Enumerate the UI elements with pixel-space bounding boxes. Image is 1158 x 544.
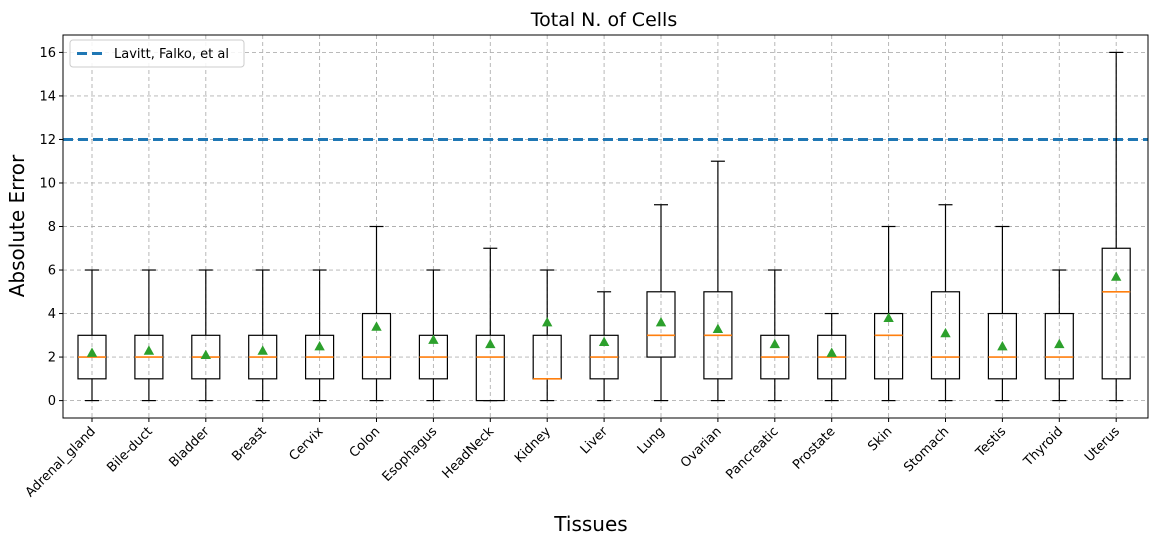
box-skin — [873, 225, 904, 402]
box-bile-duct — [134, 269, 164, 402]
y-tick-label: 4 — [48, 307, 56, 322]
mean-marker — [200, 349, 211, 360]
ticks-layer: 0 2 4 6 8 10 12 14 16 Adrenal_gland Bile-duct Bladd… — [23, 46, 1123, 500]
x-tick-label-bladder: Bladder — [166, 424, 213, 471]
y-tick-label: 10 — [39, 176, 56, 191]
x-tick-label-headneck: HeadNeck — [440, 424, 498, 482]
mean-marker — [940, 327, 951, 338]
y-tick-label: 12 — [39, 133, 56, 148]
chart-title: Total N. of Cells — [530, 9, 677, 31]
box-headneck — [475, 247, 505, 402]
mean-marker — [655, 317, 667, 327]
box-stomach — [930, 204, 961, 402]
legend-label: Lavitt, Falko, et al — [114, 47, 229, 62]
x-tick-label-pancreatic: Pancreatic — [723, 424, 781, 482]
box-bladder — [191, 269, 221, 402]
mean-marker — [143, 345, 155, 355]
y-axis-label: Absolute Error — [5, 154, 29, 297]
box-ovarian — [703, 160, 733, 402]
x-tick-label-lung: Lung — [635, 424, 668, 457]
legend: Lavitt, Falko, et al — [69, 39, 245, 68]
mean-marker — [883, 312, 894, 323]
mean-marker — [1054, 338, 1065, 349]
iqr-box — [1044, 312, 1074, 380]
mean-marker — [826, 347, 837, 357]
x-tick-label-adrenal_gland: Adrenal_gland — [23, 424, 99, 500]
mean-marker — [598, 336, 610, 346]
x-tick-label-colon: Colon — [347, 424, 384, 461]
y-tick-label: 2 — [48, 351, 56, 366]
iqr-box — [930, 291, 961, 380]
mean-marker — [485, 338, 496, 349]
mean-marker — [542, 317, 553, 327]
mean-marker — [1111, 271, 1122, 281]
mean-marker — [428, 334, 439, 344]
mean-marker — [371, 321, 382, 331]
x-tick-label-skin: Skin — [865, 424, 895, 454]
box-prostate — [817, 312, 847, 402]
box-lung — [646, 204, 676, 402]
y-tick-label: 14 — [39, 89, 56, 104]
box-pancreatic — [760, 269, 790, 402]
x-tick-label-cervix: Cervix — [287, 424, 327, 464]
y-tick-label: 0 — [48, 394, 56, 409]
iqr-box — [475, 334, 505, 402]
box-colon — [361, 225, 392, 402]
box-testis — [987, 225, 1018, 402]
y-tick-label: 16 — [39, 46, 56, 61]
mean-marker — [769, 338, 780, 349]
box-esophagus — [418, 269, 448, 402]
x-tick-label-testis: Testis — [972, 424, 1009, 461]
iqr-box — [1101, 247, 1131, 380]
mean-marker — [712, 323, 724, 333]
x-axis-label: Tissues — [553, 512, 627, 536]
boxes-layer — [77, 51, 1131, 402]
box-cervix — [305, 269, 335, 402]
y-tick-label: 6 — [48, 264, 56, 279]
mean-marker — [314, 340, 325, 351]
x-tick-label-thyroid: Thyroid — [1020, 424, 1066, 470]
iqr-box — [987, 312, 1018, 380]
grid-lines — [63, 35, 1148, 418]
box-kidney — [532, 269, 562, 402]
x-tick-label-uterus: Uterus — [1082, 424, 1123, 465]
x-tick-label-kidney: Kidney — [512, 424, 554, 466]
mean-marker — [997, 340, 1008, 351]
x-tick-label-stomach: Stomach — [901, 424, 952, 475]
x-tick-label-bile-duct: Bile-duct — [104, 424, 155, 475]
y-tick-label: 8 — [48, 220, 56, 235]
box-adrenal_gland — [77, 269, 107, 402]
x-tick-label-breast: Breast — [229, 424, 269, 464]
plot-frame — [62, 34, 1149, 419]
iqr-box — [361, 312, 392, 380]
box-liver — [589, 291, 619, 402]
box-uterus — [1101, 51, 1131, 402]
x-tick-label-prostate: Prostate — [790, 424, 838, 472]
mean-marker — [86, 347, 98, 357]
x-tick-label-esophagus: Esophagus — [380, 424, 441, 485]
x-tick-label-liver: Liver — [578, 424, 612, 458]
box-breast — [248, 269, 278, 402]
x-tick-label-ovarian: Ovarian — [678, 424, 725, 471]
iqr-box — [646, 291, 676, 358]
mean-marker — [257, 345, 268, 355]
legend-box — [69, 39, 245, 68]
box-thyroid — [1044, 269, 1074, 402]
